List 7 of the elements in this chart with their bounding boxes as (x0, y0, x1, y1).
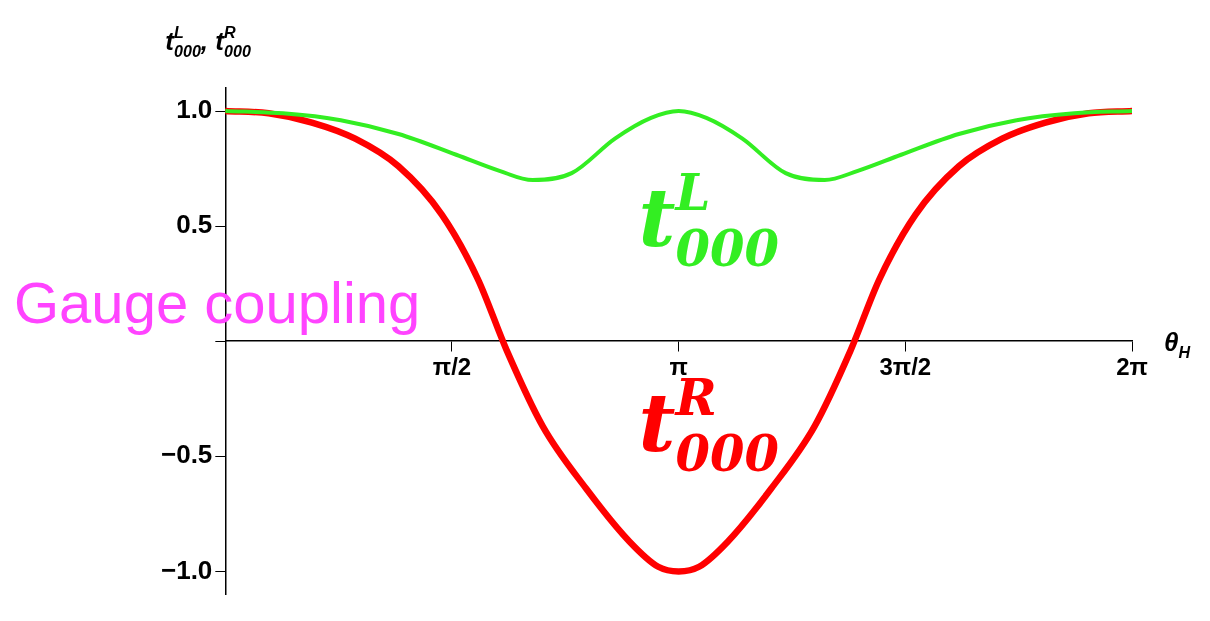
y-tick-label: −1.0 (161, 554, 213, 585)
x-tick-label: π/2 (432, 353, 472, 381)
y-tick-label: 1.0 (176, 94, 213, 125)
x-tick-label: 3π/2 (879, 353, 932, 381)
y-tick-label: 0.5 (176, 209, 213, 240)
x-tick-label: 2π (1116, 353, 1148, 381)
y-tick-label: −0.5 (161, 439, 213, 470)
